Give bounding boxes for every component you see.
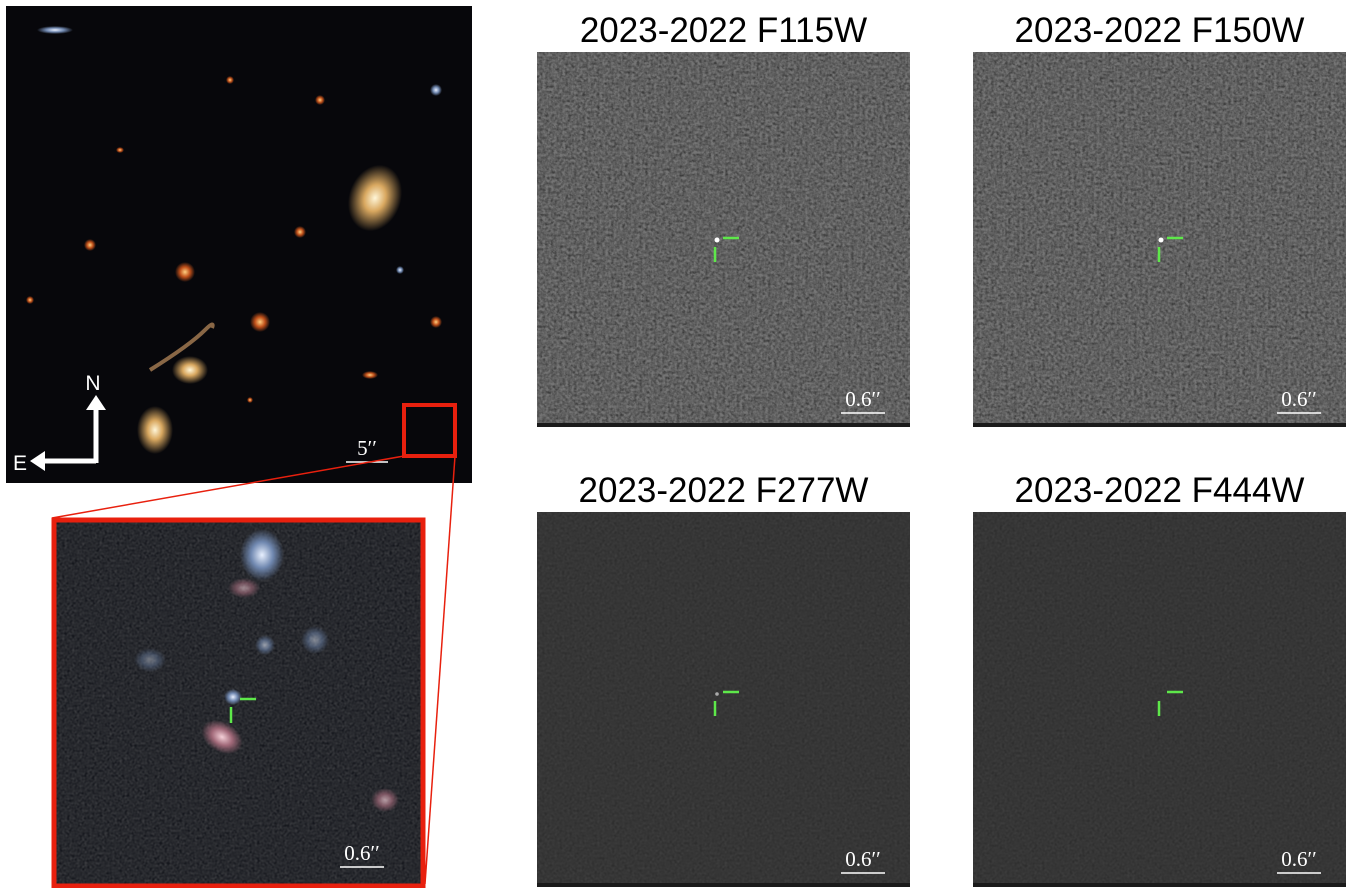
source	[715, 692, 719, 696]
scale-bar-label: 0.6′′	[1281, 847, 1316, 871]
panel: 2023-2022 F115W 0.6′′	[537, 11, 910, 427]
panel-title: 2023-2022 F277W	[579, 471, 869, 510]
difference-panels: 2023-2022 F115W 0.6′′ 2023-2022 F150W 0.6′′…	[537, 11, 1346, 887]
panel-edge	[973, 423, 1346, 427]
figure: N E 5′′ 0.6′′ 2023-2022 F115W0.6′′2023-2…	[0, 0, 1351, 888]
panel-edge	[973, 883, 1346, 887]
panel-title: 2023-2022 F150W	[1015, 11, 1305, 50]
zoom-line	[425, 456, 455, 884]
source	[715, 238, 720, 243]
panel-edge	[537, 883, 910, 887]
panel-title: 2023-2022 F115W	[580, 11, 867, 50]
compass-north: N	[85, 372, 100, 395]
panel: 2023-2022 F444W 0.6′′	[973, 471, 1346, 887]
panel-edge	[537, 423, 910, 427]
panel-noise	[537, 52, 910, 427]
scale-bar-label: 0.6′′	[845, 387, 880, 411]
panel-noise	[973, 512, 1346, 887]
scale-bar-label: 0.6′′	[344, 841, 379, 865]
scale-bar-label: 0.6′′	[1281, 387, 1316, 411]
main-image: N E 5′′	[6, 6, 472, 483]
panel: 2023-2022 F150W 0.6′′	[973, 11, 1346, 427]
scale-bar-label: 0.6′′	[845, 847, 880, 871]
source	[1159, 238, 1164, 243]
compass-east: E	[13, 452, 27, 475]
panel: 2023-2022 F277W 0.6′′	[537, 471, 910, 887]
inset-image: 0.6′′	[52, 518, 425, 888]
scale-bar-label: 5′′	[357, 436, 377, 460]
panel-noise	[537, 512, 910, 887]
panel-title: 2023-2022 F444W	[1015, 471, 1305, 510]
